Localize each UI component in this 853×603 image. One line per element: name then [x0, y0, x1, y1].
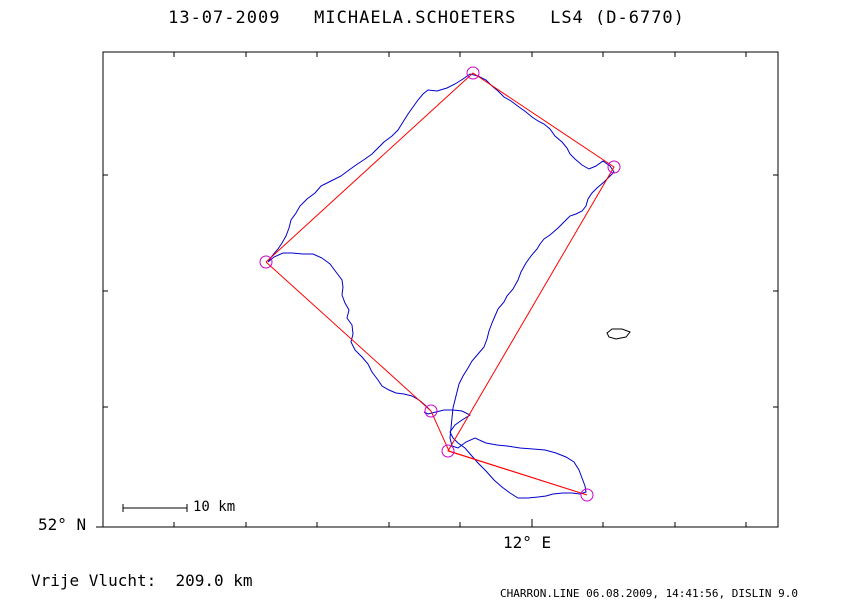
- scale-bar-label: 10 km: [193, 499, 236, 515]
- scale-bar: [122, 504, 188, 512]
- footer-info: CHARRON.LINE 06.08.2009, 14:41:56, DISLI…: [500, 587, 799, 600]
- turnpoint-marker: [607, 160, 621, 174]
- turnpoint-marker: [259, 255, 273, 269]
- turnpoint-marker: [466, 66, 480, 80]
- latitude-label: 52° N: [38, 515, 87, 534]
- map-title: 13-07-2009 MICHAELA.SCHOETERS LS4 (D-677…: [168, 8, 685, 28]
- map-frame: [102, 51, 779, 528]
- task-route: [265, 72, 615, 496]
- lake-outline: [606, 328, 631, 340]
- flight-track: [267, 73, 615, 499]
- turnpoint-marker: [580, 488, 594, 502]
- turnpoints: [259, 66, 621, 502]
- turnpoint-marker: [441, 444, 455, 458]
- longitude-label: 12° E: [503, 533, 552, 552]
- turnpoint-marker: [424, 404, 438, 418]
- axis-ticks: [96, 52, 778, 528]
- distance-readout: Vrije Vlucht: 209.0 km: [31, 571, 253, 590]
